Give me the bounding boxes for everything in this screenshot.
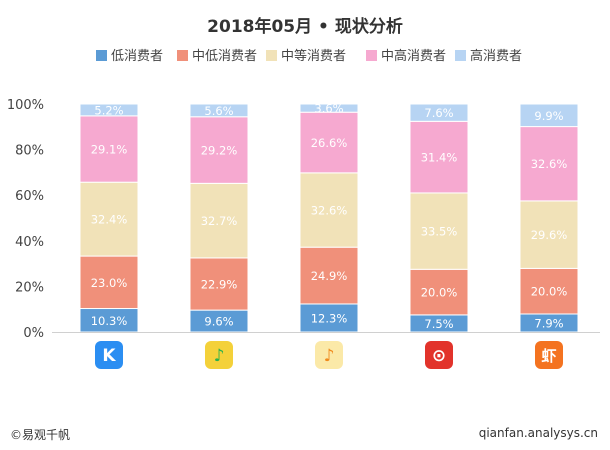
bar-segment [189, 116, 249, 184]
app-icon-background [425, 341, 453, 369]
bar-segment [299, 103, 359, 113]
data-label: 7.5% [424, 317, 453, 331]
bar-segment [79, 255, 139, 310]
data-label: 12.3% [311, 311, 348, 325]
legend-label: 低消费者 [111, 49, 163, 64]
app-icon-background [95, 341, 123, 369]
bar-segment [79, 103, 139, 117]
bar-stack-3: 7.5% 20.0% 33.5% 31.4% 7.6% [409, 103, 469, 333]
y-tick-label: 20% [15, 280, 44, 295]
legend-label: 高消费者 [470, 48, 522, 64]
data-label: 7.6% [424, 106, 453, 120]
bar-segment [409, 103, 469, 122]
kuwo-icon: ♪ [315, 341, 343, 369]
app-icon-glyph: K [102, 346, 116, 366]
data-label: 32.6% [311, 204, 348, 218]
bar-segment [519, 200, 579, 269]
data-label: 23.0% [91, 276, 128, 290]
data-label: 32.6% [531, 157, 568, 171]
bar-segment [409, 192, 469, 270]
app-icon-glyph: ♪ [324, 346, 335, 366]
data-label: 31.4% [421, 151, 458, 165]
legend-swatch [266, 50, 277, 61]
data-label: 5.2% [94, 103, 123, 117]
x-axis-app-icons: K ♪ ♪ ⊙ 虾 [95, 341, 563, 369]
app-icon-background [535, 341, 563, 369]
y-tick-label: 0% [23, 326, 44, 341]
bar-stack-2: 12.3% 24.9% 32.6% 26.6% 3.6% [299, 102, 359, 333]
data-label: 7.9% [534, 316, 563, 330]
data-label: 9.9% [534, 109, 563, 123]
bar-stack-4: 7.9% 20.0% 29.6% 32.6% 9.9% [519, 103, 579, 333]
legend-item-1: 中低消费者 [177, 49, 257, 64]
bar-stack-0: 10.3% 23.0% 32.4% 29.1% 5.2% [79, 103, 139, 333]
legend-swatch [96, 50, 107, 61]
kugou-icon: K [95, 341, 123, 369]
legend-label: 中等消费者 [281, 48, 346, 64]
data-label: 24.9% [311, 269, 348, 283]
bar-segment [189, 103, 249, 118]
legend-item-0: 低消费者 [96, 49, 163, 64]
data-label: 32.4% [91, 213, 128, 227]
legend-item-2: 中等消费者 [266, 48, 346, 64]
data-label: 10.3% [91, 314, 128, 328]
y-tick-label: 60% [15, 189, 44, 204]
bar-segment [299, 172, 359, 248]
bar-segment [409, 268, 469, 316]
bars: 10.3% 23.0% 32.4% 29.1% 5.2% 9.6% 22.9% 32.7% 29… [79, 102, 579, 333]
legend-item-3: 中高消费者 [366, 48, 446, 64]
footer-url: qianfan.analysys.cn [478, 426, 598, 440]
data-label: 22.9% [201, 278, 238, 292]
legend-swatch [455, 50, 466, 61]
qqmusic-icon: ♪ [205, 341, 233, 369]
app-icon-background [205, 341, 233, 369]
legend-label: 中低消费者 [192, 49, 257, 64]
legend-swatch [366, 50, 377, 61]
xiami-icon: 虾 [535, 341, 563, 369]
data-label: 20.0% [421, 286, 458, 300]
y-tick-label: 40% [15, 235, 44, 250]
legend-item-4: 高消费者 [455, 48, 522, 64]
bar-segment [299, 111, 359, 174]
bar-segment [519, 267, 579, 315]
app-icon-background [315, 341, 343, 369]
footer-source: ©易观千帆 [10, 428, 71, 442]
data-label: 33.5% [421, 225, 458, 239]
bar-stack-1: 9.6% 22.9% 32.7% 29.2% 5.6% [189, 103, 249, 333]
bar-segment [519, 103, 579, 128]
app-icon-glyph: ♪ [214, 346, 225, 366]
app-icon-glyph: ⊙ [432, 346, 446, 366]
app-icon-glyph: 虾 [541, 347, 556, 365]
data-label: 5.6% [204, 104, 233, 118]
data-label: 29.2% [201, 144, 238, 158]
y-tick-label: 80% [15, 144, 44, 159]
bar-segment [79, 115, 139, 183]
y-axis: 0% 20% 40% 60% 80% 100% [7, 98, 44, 341]
bar-segment [519, 126, 579, 202]
netease-icon: ⊙ [425, 341, 453, 369]
y-tick-label: 100% [7, 98, 44, 113]
legend: 低消费者 中低消费者 中等消费者 中高消费者 高消费者 [96, 48, 522, 64]
data-label: 9.6% [204, 315, 233, 329]
data-label: 3.6% [314, 102, 343, 116]
data-label: 26.6% [311, 136, 348, 150]
data-label: 20.0% [531, 285, 568, 299]
data-label: 29.6% [531, 228, 568, 242]
legend-swatch [177, 50, 188, 61]
legend-label: 中高消费者 [381, 48, 446, 64]
data-label: 29.1% [91, 143, 128, 157]
chart-title: 2018年05月 • 现状分析 [207, 16, 403, 37]
data-label: 32.7% [201, 214, 238, 228]
